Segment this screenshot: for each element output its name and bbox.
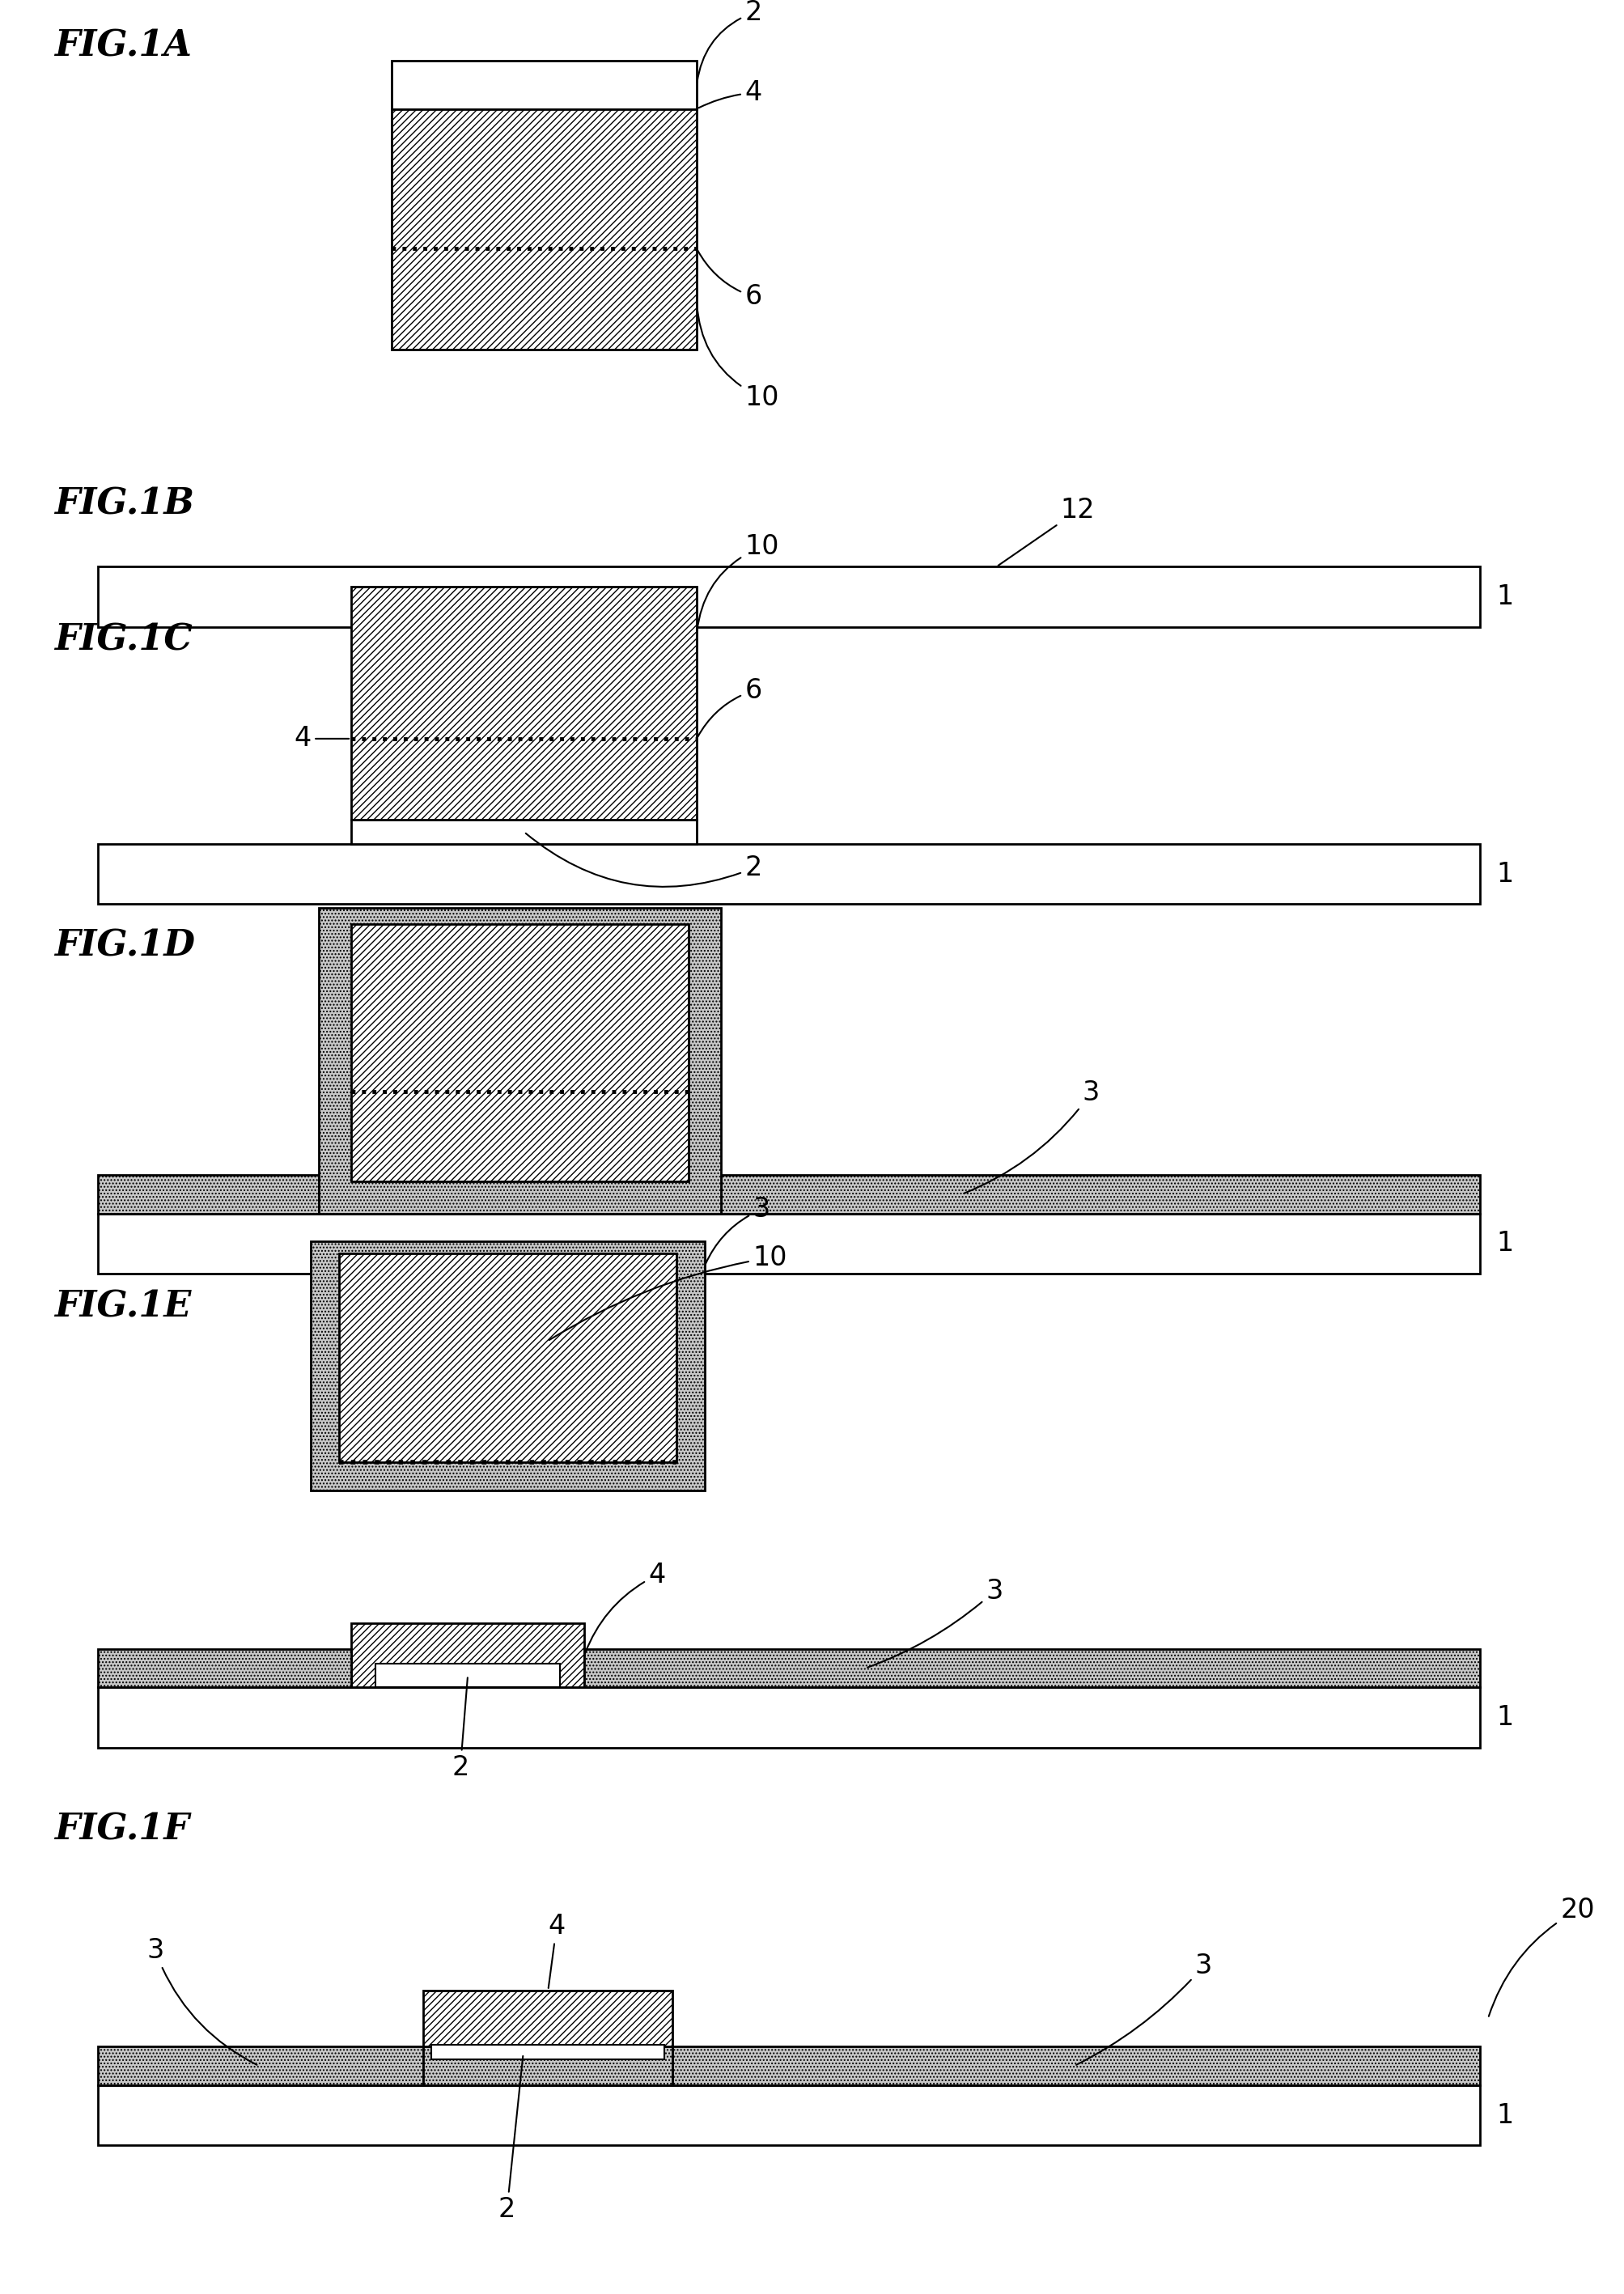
Text: 3: 3 — [146, 1936, 257, 2065]
Text: FIG.1F: FIG.1F — [54, 1812, 188, 1847]
Text: 6: 6 — [698, 677, 762, 736]
Text: 3: 3 — [706, 1195, 770, 1264]
Text: 2: 2 — [499, 2055, 523, 2223]
Text: 4: 4 — [585, 1562, 666, 1654]
Bar — [97, 1649, 351, 1688]
Bar — [97, 2085, 1479, 2145]
Text: 3: 3 — [867, 1578, 1004, 1668]
Text: 10: 10 — [549, 1243, 788, 1340]
Bar — [351, 587, 697, 819]
Text: 1: 1 — [1496, 1704, 1514, 1732]
Text: 1: 1 — [1496, 860, 1514, 888]
Text: 10: 10 — [697, 303, 780, 411]
Bar — [97, 1175, 320, 1214]
Bar — [424, 1991, 672, 2046]
Text: 2: 2 — [451, 1677, 469, 1780]
Bar — [351, 819, 697, 844]
Text: 4: 4 — [547, 1913, 565, 1989]
Text: 1: 1 — [1496, 583, 1514, 610]
Bar — [312, 1241, 705, 1491]
Text: 20: 20 — [1489, 1897, 1595, 2016]
Bar — [721, 1175, 1479, 1214]
Text: 4: 4 — [698, 80, 762, 108]
Text: 1: 1 — [1496, 2101, 1514, 2129]
Text: 6: 6 — [698, 250, 762, 310]
Text: 2: 2 — [526, 833, 762, 888]
Bar — [97, 567, 1479, 626]
Text: 4: 4 — [294, 725, 349, 752]
Bar — [375, 1663, 560, 1688]
Bar — [672, 2046, 1479, 2085]
Bar — [339, 1253, 677, 1464]
Text: FIG.1D: FIG.1D — [54, 929, 195, 963]
Bar — [97, 1214, 1479, 1273]
Text: 12: 12 — [999, 498, 1095, 567]
Text: FIG.1C: FIG.1C — [54, 624, 192, 658]
Bar — [351, 924, 689, 1181]
Bar — [391, 108, 697, 351]
Text: 2: 2 — [697, 0, 762, 83]
Bar — [97, 844, 1479, 904]
Bar — [391, 60, 697, 108]
Bar — [432, 2044, 664, 2060]
Text: FIG.1B: FIG.1B — [54, 486, 193, 521]
Text: 3: 3 — [1077, 1952, 1212, 2065]
Bar — [585, 1649, 1479, 1688]
Bar — [351, 1624, 585, 1688]
Bar — [320, 908, 721, 1214]
Bar — [97, 1688, 1479, 1748]
Text: 1: 1 — [1496, 1230, 1514, 1257]
Text: FIG.1A: FIG.1A — [54, 28, 192, 64]
Text: 10: 10 — [697, 532, 780, 631]
Bar — [97, 2046, 424, 2085]
Text: FIG.1E: FIG.1E — [54, 1289, 192, 1324]
Bar — [424, 2046, 672, 2085]
Text: 3: 3 — [965, 1080, 1099, 1193]
